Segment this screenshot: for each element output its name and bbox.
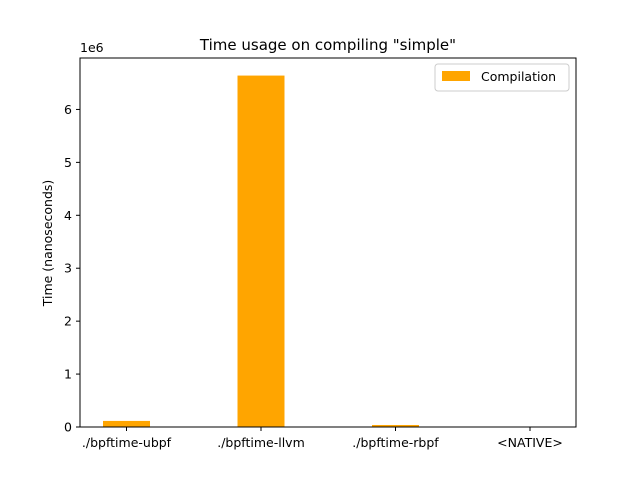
y-tick-label: 3 [64,261,72,276]
y-axis-label: Time (nanoseconds) [40,180,55,308]
bar-1 [237,75,285,428]
y-tick-label: 0 [64,420,72,435]
bars [103,75,419,428]
y-tick-label: 6 [64,102,72,117]
legend-swatch [442,71,470,81]
plot-frame [79,57,577,428]
chart-title: Time usage on compiling "simple" [199,36,456,54]
y-tick-label: 4 [64,208,72,223]
y-axis-ticks: 0 1 2 3 4 5 6 [64,102,80,435]
x-tick-label: ./bpftime-ubpf [82,435,172,450]
legend: Compilation [434,63,570,92]
x-tick-label: <NATIVE> [497,435,563,450]
bar-2 [372,424,419,427]
bar-0 [103,420,150,427]
y-axis-offset-label: 1e6 [80,40,104,55]
y-tick-label: 5 [64,155,72,170]
y-tick-label: 1 [64,367,72,382]
legend-label: Compilation [481,69,556,84]
y-tick-label: 2 [64,314,72,329]
x-tick-label: ./bpftime-rbpf [352,435,439,450]
x-axis-ticks: ./bpftime-ubpf ./bpftime-llvm ./bpftime-rb… [82,427,563,450]
legend-frame [434,63,570,92]
x-tick-label: ./bpftime-llvm [217,435,305,450]
